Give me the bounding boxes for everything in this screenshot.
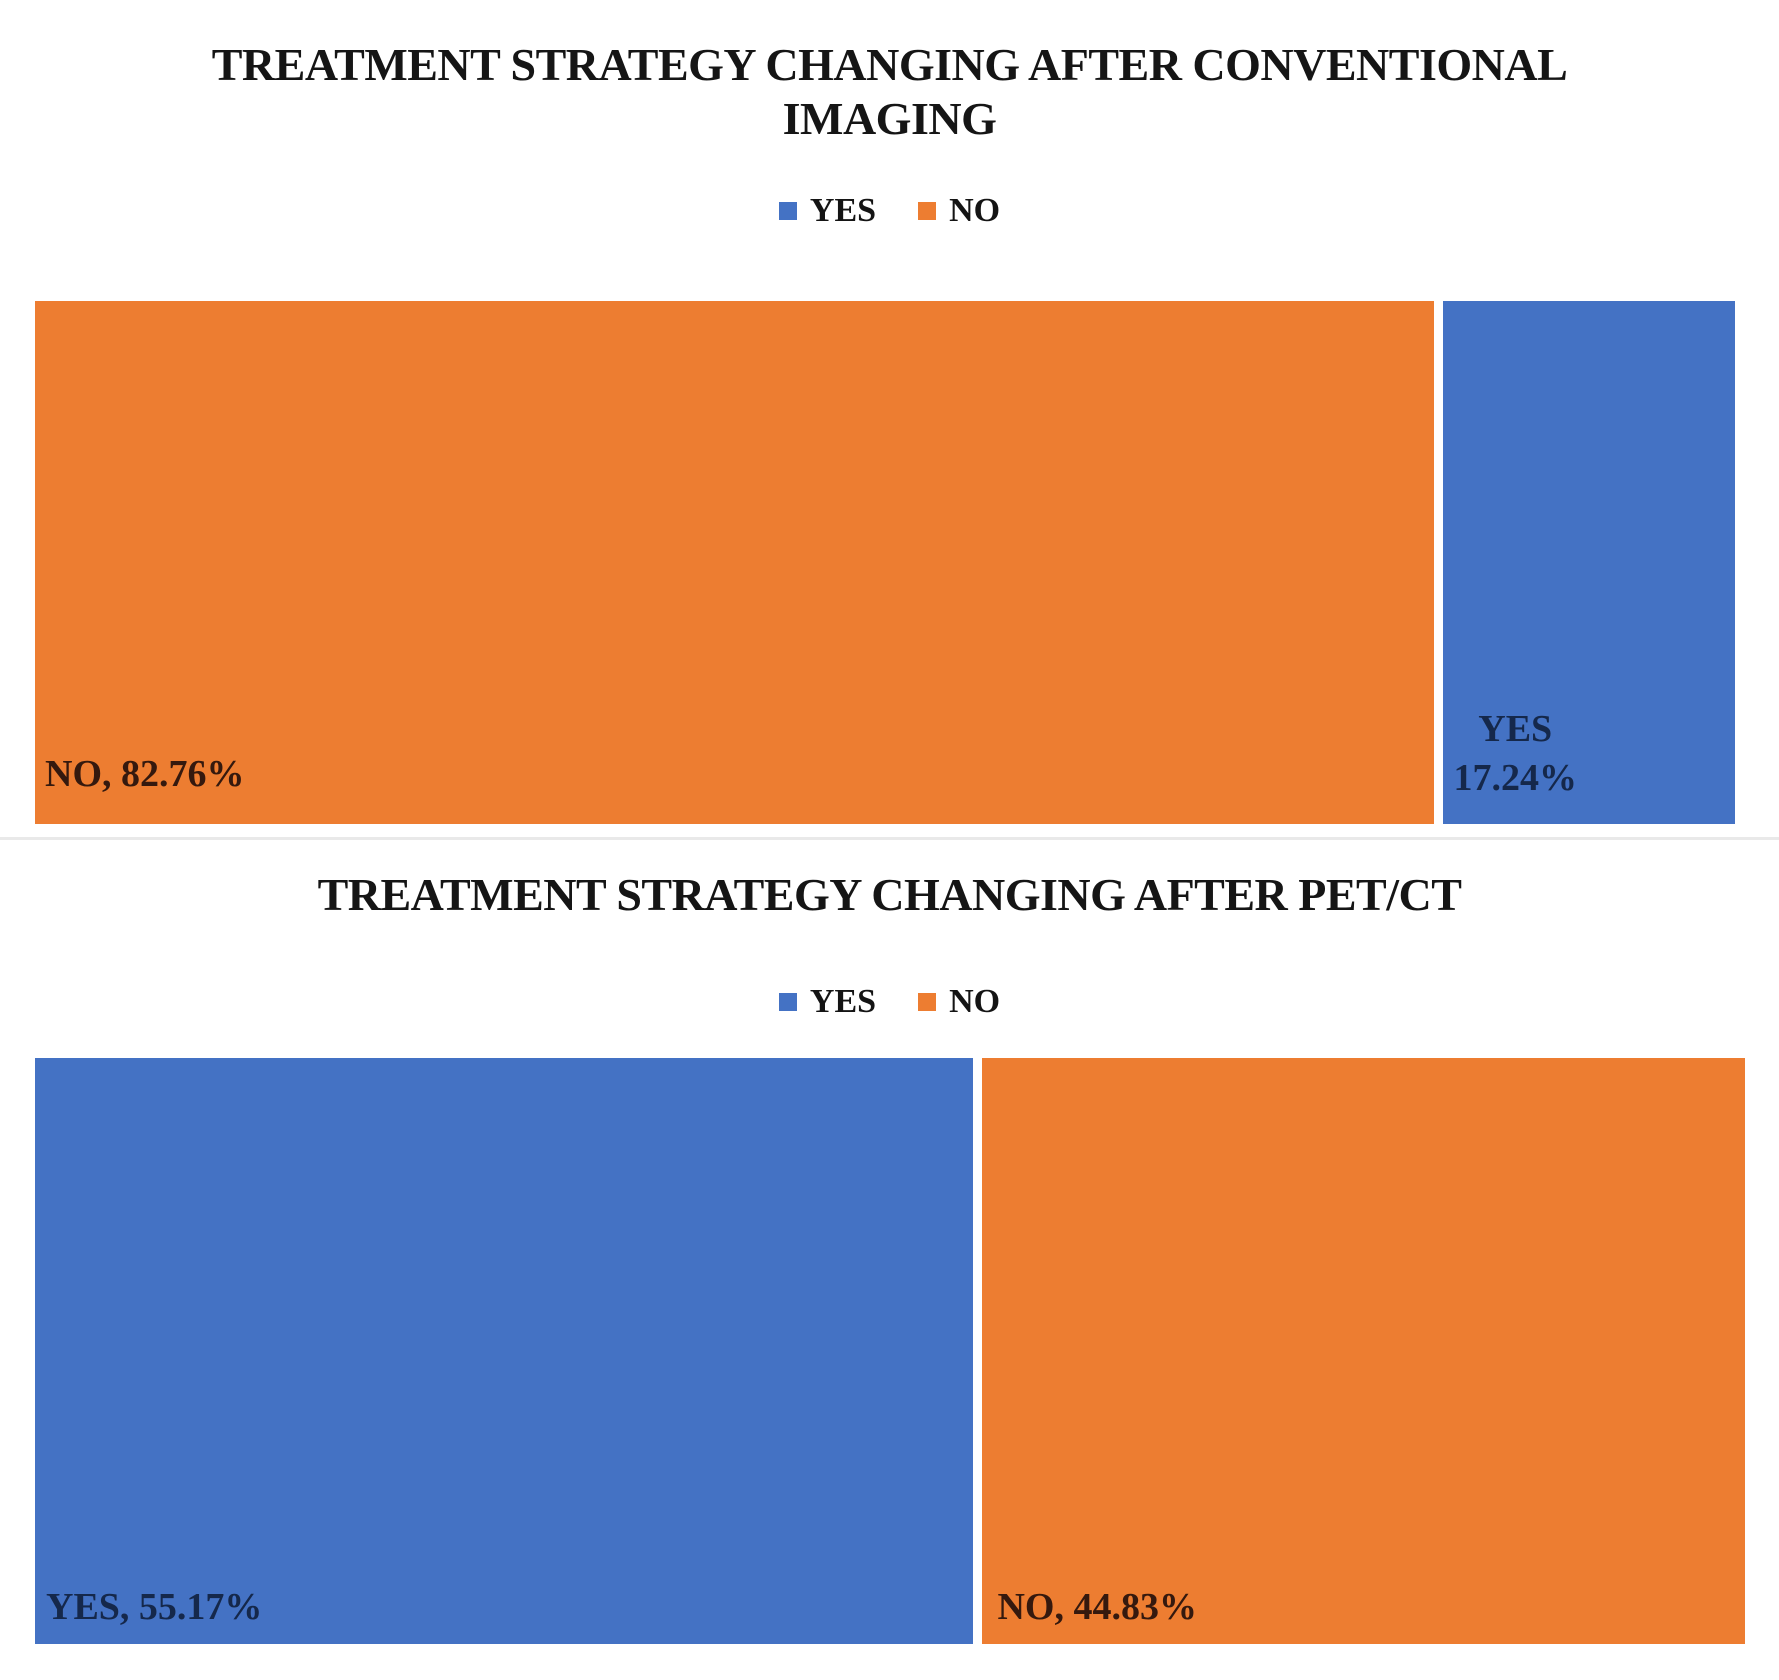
bar-segment-no-44-83: NO, 44.83% <box>982 1057 1745 1644</box>
bar-segment-no-82-76: NO, 82.76% <box>35 300 1435 824</box>
legend-item-no: NO <box>918 192 1000 230</box>
legend-no-swatch-icon <box>918 992 937 1011</box>
legend-item-yes: YES <box>778 982 877 1021</box>
stacked-bar-petct: YES, 55.17% NO, 44.83% <box>35 1057 1745 1644</box>
legend-no-label: NO <box>949 191 1001 229</box>
bar-segment-yes-55-17: YES, 55.17% <box>35 1057 974 1644</box>
stacked-bar-conventional: NO, 82.76% YES 17.24% <box>35 300 1735 824</box>
legend-no-label: NO <box>949 982 1001 1020</box>
chart-separator-line <box>0 836 1779 840</box>
data-label-yes-line1: YES <box>1478 707 1553 750</box>
data-label-yes-line2: 17.24% <box>1453 757 1577 800</box>
legend-yes-swatch-icon <box>778 201 797 220</box>
legend-yes-label: YES <box>809 982 877 1020</box>
data-label-no: NO, 44.83% <box>997 1585 1197 1628</box>
chart-title-petct: TREATMENT STRATEGY CHANGING AFTER PET/CT <box>317 868 1462 920</box>
legend-petct: YES NO <box>0 982 1779 1022</box>
chart-petct: TREATMENT STRATEGY CHANGING AFTER PET/CT… <box>0 868 1779 1644</box>
legend-yes-swatch-icon <box>778 992 797 1011</box>
bar-segment-yes-17-24: YES 17.24% <box>1443 300 1735 824</box>
legend-item-yes: YES <box>778 191 877 230</box>
legend-conventional: YES NO <box>0 191 1779 231</box>
legend-no-swatch-icon <box>918 201 937 220</box>
data-label-no: NO, 82.76% <box>45 752 245 795</box>
chart-conventional-imaging: TREATMENT STRATEGY CHANGING AFTER CONVEN… <box>0 0 1779 824</box>
legend-yes-label: YES <box>809 191 877 229</box>
legend-item-no: NO <box>918 983 1000 1021</box>
data-label-yes: YES, 55.17% <box>46 1585 263 1628</box>
data-label-yes: YES 17.24% <box>1453 705 1577 804</box>
chart-title-conventional: TREATMENT STRATEGY CHANGING AFTER CONVEN… <box>211 39 1568 145</box>
